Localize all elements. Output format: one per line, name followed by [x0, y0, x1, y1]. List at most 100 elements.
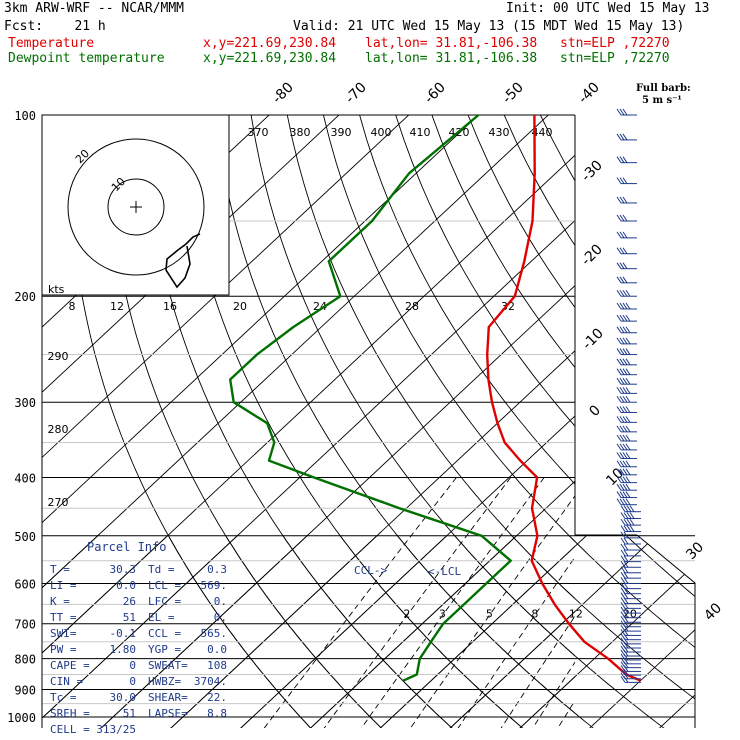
dry-adiabat-low-390: [539, 535, 695, 728]
wind-barb-flag: [625, 337, 631, 345]
hodograph: 10 20 kts: [41, 114, 230, 296]
isotherm-low--40: [91, 535, 695, 728]
mixing-ratio-2: [323, 477, 512, 728]
wind-barb-flag: [619, 416, 625, 423]
wind-barb-flag: [622, 434, 628, 442]
wind-barb-flag: [616, 452, 622, 459]
wind-barb-flag: [623, 637, 629, 645]
wind-barb-flag: [619, 348, 625, 355]
wind-barb-flag: [625, 314, 631, 322]
wind-barb-flag: [622, 443, 628, 451]
temperature-tick-40: 40: [701, 600, 725, 624]
parcel-row-5-label2: YGP =: [148, 643, 181, 656]
wind-barb-flag: [622, 452, 628, 459]
wind-barb-flag: [619, 434, 625, 442]
isotherm-0: [379, 545, 575, 728]
dry-adiabat-low-260: [69, 535, 313, 728]
wind-barb-flag: [616, 156, 622, 163]
dry-adiabat-low-420: [648, 535, 695, 728]
wind-barb-flag: [619, 460, 625, 468]
ccl-marker: CCL->: [354, 564, 387, 577]
dry-adiabat-low-330: [322, 535, 695, 728]
isotherm-low-50: [720, 95, 740, 737]
wind-barb-flag: [616, 326, 622, 334]
wind-barb-flag: [622, 337, 628, 345]
wind-barb-flag: [622, 326, 628, 334]
parcel-row-0-value: 30.3: [110, 563, 137, 576]
parcel-row-2-value: 26: [123, 595, 136, 608]
parcel-row-7-label: CIN =: [50, 675, 83, 688]
wind-barb-flag: [619, 133, 625, 141]
wind-barb-flag: [623, 577, 629, 584]
isotherm-20: [519, 676, 575, 728]
parcel-row-7-value: 0: [129, 675, 136, 688]
isotherm--10: [309, 480, 575, 728]
wind-barb-flag: [625, 443, 631, 451]
pressure-label-100: 100: [14, 109, 36, 123]
wind-barb-flag: [629, 505, 635, 512]
wind-barb-flag: [620, 531, 626, 539]
theta-top-label-430: 430: [489, 126, 510, 139]
wind-barb-flag: [620, 543, 626, 551]
mixing-ratio-label-5: 5: [486, 608, 493, 621]
legend-temperature-stn: stn=ELP ,72270: [560, 36, 670, 51]
wind-barb-flag: [622, 348, 628, 355]
dry-adiabat-lines-lower: [69, 115, 740, 730]
mixing-ratio-12: [500, 615, 575, 728]
wind-barb-flag: [622, 231, 628, 239]
dry-adiabat-440: [721, 115, 740, 730]
temperature-tick--10: -10: [579, 325, 606, 352]
parcel-info-title: Parcel Info: [87, 540, 166, 554]
parcel-row-0-value2: 0.3: [207, 563, 227, 576]
wind-barb-flag: [625, 416, 631, 423]
legend-dewpoint-stn: stn=ELP ,72270: [560, 51, 670, 66]
wind-barb-flag: [622, 108, 628, 116]
theta-left-label-280: 280: [48, 423, 69, 436]
isotherm-low--20: [230, 535, 695, 728]
dry-adiabat-low-440: [721, 115, 740, 730]
wind-scale-label-16: 16: [163, 300, 177, 313]
parcel-row-5-label: PW =: [50, 643, 77, 656]
theta-left-label-290: 290: [48, 350, 69, 363]
wind-barb-flag: [616, 406, 622, 413]
pressure-label-200: 200: [14, 290, 36, 304]
wind-barb-flag: [619, 276, 625, 284]
dry-adiabat-420: [649, 115, 740, 730]
isotherm-low--60: [42, 535, 640, 728]
wind-barb-flag: [623, 615, 629, 623]
parcel-row-7-value2: 3704.: [194, 675, 227, 688]
wind-barb-flag: [623, 620, 629, 627]
wind-barb-flag: [619, 476, 625, 483]
isotherm--90: [42, 115, 410, 459]
legend-dewpoint: Dewpoint temperature: [8, 51, 165, 66]
wind-barb-flag: [622, 156, 628, 163]
wind-barb-flag: [623, 505, 629, 512]
wind-barb-flag: [623, 512, 629, 519]
wind-barb-flag: [625, 425, 631, 433]
wind-barb-flag: [619, 358, 625, 366]
wind-barb-flag: [622, 358, 628, 366]
isotherm-30: [580, 95, 740, 737]
wind-barb-flag: [622, 416, 628, 423]
hodograph-ring-outer: [67, 138, 205, 276]
parcel-row-1-value: 0.0: [116, 579, 136, 592]
wind-scale-label-8: 8: [69, 300, 76, 313]
wind-barb-flag: [620, 555, 626, 562]
wind-barb-flag: [625, 348, 631, 355]
parcel-row-4-label: SWI=: [50, 627, 77, 640]
parcel-row-6-value2: 108: [207, 659, 227, 672]
wind-barb-flag: [619, 177, 625, 184]
wind-barb-flag: [623, 668, 629, 676]
dry-adiabat-290: [178, 115, 524, 728]
parcel-row-8-label2: SHEAR=: [148, 691, 188, 704]
wind-barb-flag: [623, 525, 629, 532]
wind-barb-flag: [616, 425, 622, 433]
legend-dewpoint-latlon: lat,lon= 31.81,-106.38: [365, 51, 538, 66]
wind-barb-flag: [619, 452, 625, 459]
wind-barb-flag: [616, 231, 622, 239]
dry-adiabat-390: [539, 115, 575, 182]
parcel-row-6-value: 0: [129, 659, 136, 672]
theta-top-label-410: 410: [410, 126, 431, 139]
mixing-ratio-label-8: 8: [531, 608, 538, 621]
dry-adiabat-310: [250, 115, 575, 657]
